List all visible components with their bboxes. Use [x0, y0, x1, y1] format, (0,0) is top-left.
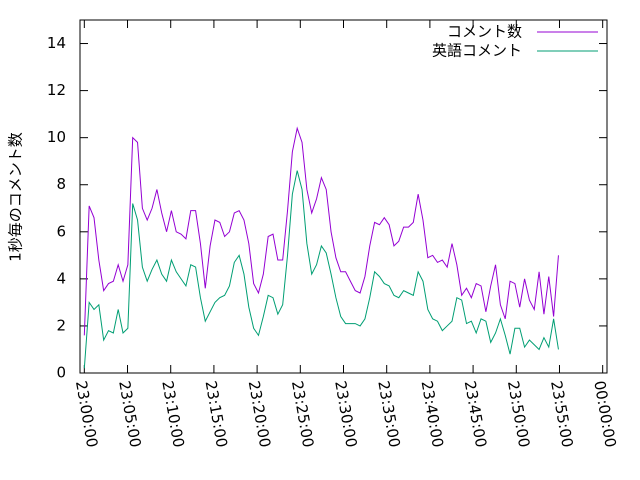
y-tick-label: 12: [47, 81, 66, 99]
legend-label: 英語コメント: [432, 42, 522, 60]
y-tick-label: 6: [56, 222, 66, 240]
y-tick-label: 2: [56, 316, 66, 334]
x-tick-label: 23:35:00: [374, 379, 403, 448]
legend-label: コメント数: [447, 23, 522, 41]
y-tick-label: 8: [56, 175, 66, 193]
y-tick-label: 4: [56, 269, 66, 287]
y-tick-label: 0: [56, 364, 66, 382]
x-tick-label: 23:30:00: [331, 379, 360, 448]
x-tick-label: 23:40:00: [418, 379, 447, 448]
series-line: [83, 126, 559, 336]
y-tick-label: 14: [47, 34, 66, 52]
x-tick-label: 23:00:00: [72, 379, 101, 448]
y-axis-label: 1秒毎のコメント数: [7, 132, 25, 262]
x-tick-label: 23:15:00: [202, 379, 231, 448]
y-tick-label: 10: [47, 128, 66, 146]
series-line: [83, 170, 559, 369]
x-tick-label: 23:05:00: [115, 379, 144, 448]
x-tick-label: 23:50:00: [504, 379, 533, 448]
x-tick-label: 23:55:00: [547, 379, 576, 448]
x-tick-label: 23:10:00: [158, 379, 187, 448]
x-tick-label: 23:25:00: [288, 379, 317, 448]
x-tick-label: 23:20:00: [245, 379, 274, 448]
x-tick-label: 00:00:00: [590, 379, 619, 448]
x-tick-label: 23:45:00: [461, 379, 490, 448]
